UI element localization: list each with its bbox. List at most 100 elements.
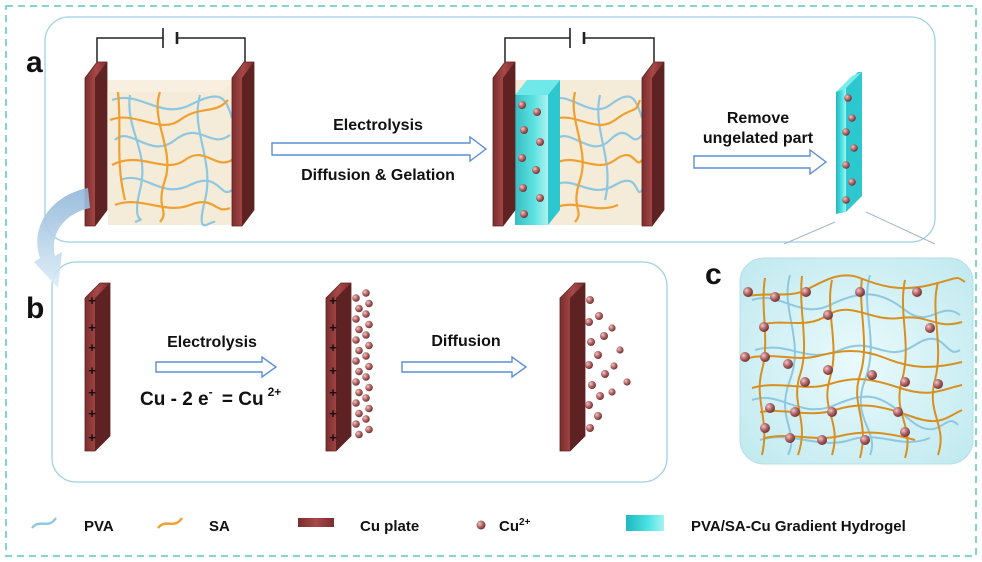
gel-ions-2 [518, 101, 544, 218]
cu-ion [362, 373, 370, 381]
panel-c-ions [740, 287, 943, 445]
cu-ion [365, 320, 373, 329]
cu-ion [365, 383, 373, 392]
cu-ion [352, 294, 360, 302]
cu-ion [355, 409, 363, 418]
plus-sign: + [329, 406, 337, 421]
arrow-a1-top-label: Electrolysis [333, 117, 423, 134]
legend-pva-swatch [31, 517, 57, 529]
plus-sign: + [329, 363, 337, 378]
arrow-a2-label-line2: ungelated part [703, 130, 814, 147]
plus-sign: + [88, 363, 96, 378]
plus-sign: + [329, 293, 337, 308]
plus-sign: + [88, 320, 96, 335]
panel-a-letter: a [26, 46, 43, 79]
cu-plate-2-left-side [503, 62, 515, 226]
cell-1-initial [84, 28, 255, 227]
cu-ion [365, 425, 373, 434]
panel-b-border [51, 261, 668, 483]
gel-layer-top [515, 80, 560, 95]
plate-b3 [559, 282, 586, 452]
cu-ion [352, 357, 360, 365]
arrow-b2 [401, 355, 528, 379]
plus-sign: + [88, 385, 96, 400]
equation-main: Cu - 2 e [140, 389, 209, 410]
plate-b2 [325, 282, 352, 452]
plus-sign: + [88, 340, 96, 355]
plus-sign: + [329, 320, 337, 335]
plate-b1 [84, 282, 111, 452]
arrow-a2 [693, 148, 828, 176]
cu-ion [362, 331, 370, 339]
plus-sign: + [88, 406, 96, 421]
legend-sa-swatch [157, 517, 183, 529]
polymer-network-2 [549, 91, 644, 223]
plus-sign: + [329, 430, 337, 445]
arrow-a2-label-line1: Remove [727, 110, 789, 127]
cu-ion [365, 299, 373, 308]
legend-cu-ion-label: Cu2+ [499, 517, 531, 535]
cu-ion [355, 430, 363, 439]
cu-ion [352, 378, 360, 386]
zoom-line-left [783, 221, 836, 245]
equation-electron-charge: - [209, 385, 213, 399]
plate-b2-plus-signs: + + + + + + + [329, 293, 337, 445]
cu-ion [352, 420, 360, 428]
cu-ion [362, 415, 370, 423]
panel-c-network [739, 257, 974, 465]
cu-ion [365, 404, 373, 413]
cu-ion [355, 367, 363, 376]
legend-cu-ion-swatch [476, 520, 486, 530]
plate-b3-ions [585, 296, 631, 432]
cu-ion [355, 325, 363, 334]
cu-ion [365, 341, 373, 350]
curved-transition-arrow [34, 188, 90, 288]
arrow-b1-label: Electrolysis [167, 334, 257, 351]
cu-ion [355, 388, 363, 397]
arrow-b2-label: Diffusion [431, 333, 500, 350]
plus-sign: + [329, 385, 337, 400]
cu-plate-right-side [242, 62, 254, 226]
cu-ion [362, 289, 370, 297]
equation-charge: 2+ [268, 385, 282, 399]
legend-cu-plate-label: Cu plate [360, 518, 419, 535]
legend-cu-plate-swatch [298, 518, 334, 527]
cell-2-wire [504, 37, 655, 62]
solution-box-top [98, 80, 235, 92]
plus-sign: + [88, 430, 96, 445]
cu-ion [365, 362, 373, 371]
cu-ion [352, 336, 360, 344]
plus-sign: + [88, 293, 96, 308]
cu-ion [355, 346, 363, 355]
plus-sign: + [329, 340, 337, 355]
gradient-hydrogel-slab [836, 72, 862, 214]
equation-equals-cu: = Cu [222, 389, 264, 410]
cu-ion [352, 315, 360, 323]
cu-ion [352, 399, 360, 407]
cu-plate-left-side [95, 62, 107, 226]
panel-c-letter: c [705, 258, 722, 291]
outer-frame [5, 5, 977, 557]
cu-ion [362, 310, 370, 318]
cu-ion [362, 352, 370, 360]
legend-pva-label: PVA [84, 518, 114, 535]
panel-b-letter: b [26, 292, 44, 325]
arrow-a1 [271, 135, 488, 163]
legend-hydrogel-swatch [626, 515, 664, 531]
polymer-network-1 [109, 91, 234, 227]
cu-ion [362, 394, 370, 402]
equation: Cu - 2 e- = Cu 2+ [140, 385, 281, 410]
cell-2-gelation [492, 28, 665, 227]
arrow-b1 [155, 355, 278, 379]
cell-1-wire [96, 37, 246, 62]
arrow-a1-bottom-label: Diffusion & Gelation [301, 167, 455, 184]
plate-b2-ions [352, 289, 373, 439]
legend-sa-label: SA [209, 518, 230, 535]
legend-hydrogel-label: PVA/SA-Cu Gradient Hydrogel [691, 518, 906, 535]
cu-ion [355, 304, 363, 313]
plate-b1-plus-signs: + + + + + + + [88, 293, 96, 445]
zoom-line-right [865, 211, 936, 245]
gel-layer-side [548, 80, 560, 225]
panel-a-border [44, 16, 936, 243]
